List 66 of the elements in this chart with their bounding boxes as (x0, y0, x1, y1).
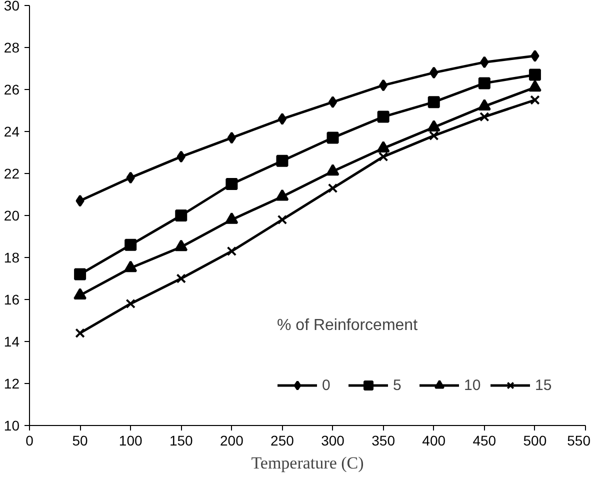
point (226, 246, 237, 256)
point (226, 178, 238, 190)
y-tick-label: 20 (4, 208, 20, 224)
legend-label: 5 (393, 376, 402, 394)
x-tick-label: 300 (321, 432, 345, 448)
x-tick-label: 250 (270, 432, 294, 448)
point (530, 50, 540, 62)
y-tick-label: 10 (4, 418, 20, 434)
x-tick-label: 450 (472, 432, 496, 448)
y-tick-label: 30 (4, 0, 20, 14)
legend-label: 15 (535, 376, 553, 394)
point (278, 112, 287, 125)
x-tick-label: 50 (72, 432, 88, 448)
point (428, 96, 440, 108)
point (478, 77, 490, 90)
point (430, 66, 438, 79)
point (176, 274, 186, 284)
point (378, 152, 388, 162)
y-tick-label: 26 (4, 82, 20, 98)
x-tick-label: 0 (26, 432, 34, 448)
point (126, 298, 136, 309)
point (377, 110, 390, 123)
x-tick-label: 550 (567, 432, 591, 448)
y-tick-label: 14 (4, 334, 20, 350)
point (276, 189, 289, 201)
point (528, 80, 542, 92)
y-tick-label: 18 (4, 250, 20, 266)
point (126, 172, 135, 184)
point (276, 154, 288, 167)
point (326, 132, 339, 144)
point (74, 288, 87, 300)
x-tick-label: 400 (422, 432, 446, 448)
y-tick-label: 24 (4, 124, 20, 140)
point (277, 214, 288, 225)
point (328, 183, 338, 194)
point (225, 212, 238, 224)
point (76, 194, 84, 207)
point (528, 68, 541, 81)
point (227, 132, 236, 144)
legend-label: 10 (464, 376, 482, 394)
point (378, 79, 388, 92)
point (124, 238, 137, 251)
point (75, 328, 85, 338)
legend-label: 0 (322, 376, 332, 394)
x-tick-label: 500 (523, 432, 547, 448)
y-tick-label: 22 (4, 166, 20, 182)
legend-title: % of Reinforcement (277, 317, 419, 335)
point (480, 112, 490, 122)
y-tick-label: 28 (4, 40, 20, 56)
y-tick-label: 16 (4, 292, 20, 308)
x-tick-label: 200 (220, 432, 244, 448)
point (175, 210, 188, 222)
point (174, 240, 188, 252)
x-tick-label: 350 (372, 432, 396, 448)
x-tick-label: 150 (169, 432, 194, 448)
point (74, 268, 86, 280)
point (124, 260, 138, 272)
point (176, 150, 186, 163)
x-axis-title: Temperature (C) (251, 454, 364, 472)
point (428, 130, 439, 141)
point (328, 96, 338, 108)
x-tick-label: 100 (118, 432, 142, 448)
point (326, 164, 340, 176)
point (530, 95, 540, 105)
point (480, 56, 489, 68)
y-tick-label: 12 (4, 376, 20, 392)
